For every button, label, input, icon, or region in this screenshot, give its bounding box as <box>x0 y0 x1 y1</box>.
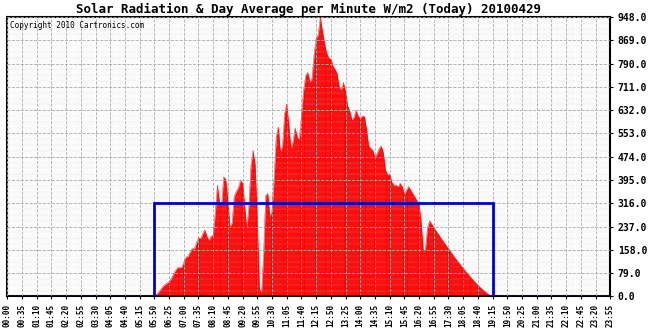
Text: Copyright 2010 Cartronics.com: Copyright 2010 Cartronics.com <box>10 21 144 30</box>
Bar <box>154 203 493 296</box>
Title: Solar Radiation & Day Average per Minute W/m2 (Today) 20100429: Solar Radiation & Day Average per Minute… <box>76 3 541 16</box>
